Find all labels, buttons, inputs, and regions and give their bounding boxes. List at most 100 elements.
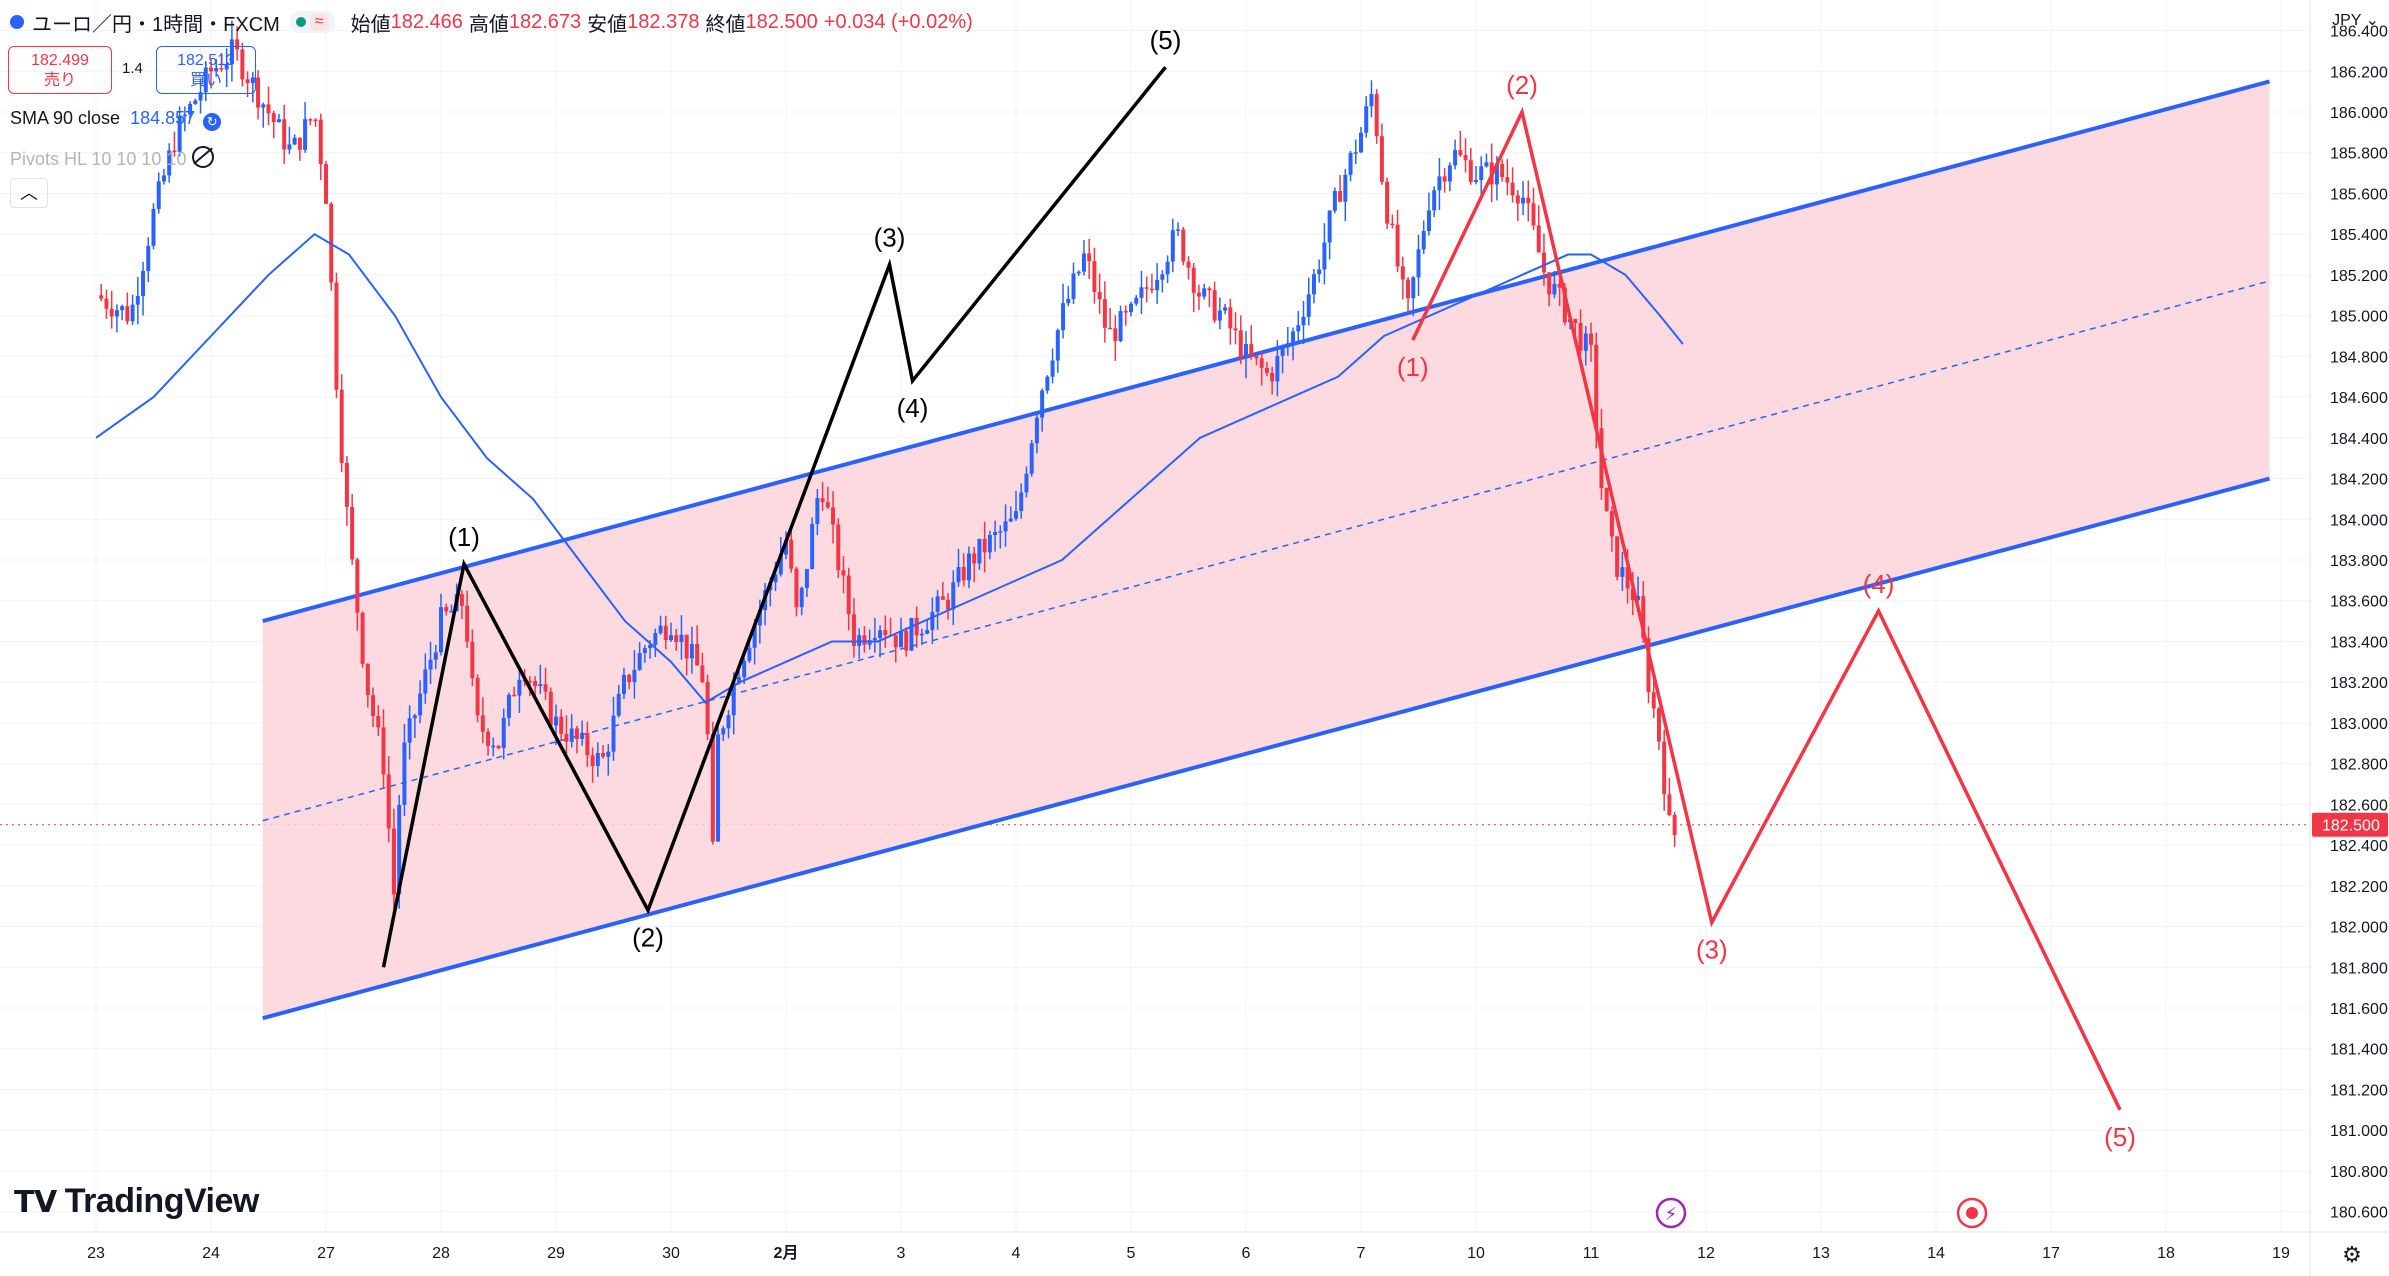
candle-body — [595, 753, 600, 767]
logo-text: TradingView — [64, 1182, 260, 1220]
buy-button[interactable]: 182.513 買い — [156, 46, 256, 94]
open-value: 182.466 — [390, 10, 463, 33]
candle-body — [716, 734, 721, 842]
candle-body — [229, 39, 234, 64]
candle-body — [1014, 511, 1018, 519]
candle-body — [386, 774, 391, 829]
candle-body — [899, 630, 903, 648]
candle-body — [1458, 150, 1463, 156]
candle-body — [109, 308, 114, 317]
refresh-icon[interactable]: ↻ — [203, 113, 222, 131]
candle-body — [486, 731, 491, 746]
symbol-flag-icon[interactable] — [10, 15, 24, 29]
candle-body — [1343, 174, 1348, 202]
market-status[interactable]: ≈ — [289, 11, 335, 33]
candle-body — [318, 119, 323, 165]
price-tick-label: 186.000 — [2330, 105, 2388, 122]
candle-body — [794, 568, 799, 608]
candle-body — [1155, 279, 1160, 291]
candle-body — [1024, 473, 1029, 493]
candle-body — [444, 607, 449, 612]
time-tick-label: 7 — [1357, 1245, 1366, 1262]
candle-body — [1139, 287, 1144, 298]
candle-body — [418, 693, 423, 716]
candle-body — [1474, 179, 1478, 182]
settings-gear-icon[interactable]: ⚙ — [2342, 1243, 2362, 1268]
spread-value: 1.4 — [122, 60, 143, 77]
candle-body — [391, 828, 396, 895]
symbol-title[interactable]: ユーロ／円・1時間・FXCM — [32, 13, 280, 36]
candle-body — [998, 531, 1003, 533]
candle-body — [637, 653, 642, 670]
price-tick-label: 182.400 — [2330, 838, 2388, 855]
candle-body — [1129, 303, 1133, 313]
candle-body — [182, 114, 187, 117]
candle-body — [371, 695, 376, 716]
time-tick-label: 28 — [432, 1245, 450, 1262]
candle-body — [1426, 210, 1431, 232]
price-tick-label: 186.200 — [2330, 64, 2388, 81]
candle-body — [141, 270, 146, 297]
candle-body — [1254, 355, 1259, 359]
candle-body — [846, 575, 851, 615]
candle-body — [261, 104, 266, 108]
candle-body — [747, 647, 752, 661]
candle-body — [548, 691, 553, 726]
sma-legend[interactable]: SMA 90 close 184.857 ↻ — [10, 108, 222, 131]
candle-body — [1217, 310, 1222, 321]
candle-body — [350, 506, 355, 560]
candle-body — [590, 755, 595, 767]
candle-body — [616, 694, 621, 716]
candle-body — [1338, 191, 1343, 202]
candle-body — [1484, 162, 1489, 167]
price-tick-label: 185.200 — [2330, 268, 2388, 285]
candle-body — [878, 630, 883, 639]
price-tick-label: 185.000 — [2330, 309, 2388, 326]
candle-body — [784, 539, 788, 555]
candle-body — [381, 727, 386, 775]
candle-body — [1244, 344, 1248, 359]
candle-body — [1061, 303, 1066, 331]
candle-body — [1442, 176, 1447, 182]
sell-button[interactable]: 182.499 売り — [8, 46, 112, 94]
candle-body — [914, 617, 919, 636]
price-tick-label: 183.800 — [2330, 553, 2388, 570]
wave-red-label: (5) — [2104, 1122, 2136, 1152]
collapse-legend-button[interactable]: ︿ — [10, 178, 48, 208]
candle-body — [1045, 376, 1050, 391]
eye-hidden-icon[interactable] — [192, 146, 215, 168]
price-tick-label: 181.800 — [2330, 960, 2388, 977]
candle-body — [1092, 261, 1097, 293]
candle-body — [961, 567, 966, 581]
candle-body — [1275, 355, 1280, 382]
chart-markers: ⚡⚙ — [1655, 1197, 2362, 1268]
candle-body — [1149, 288, 1154, 291]
candle-body — [1306, 294, 1311, 317]
economic-event-icon[interactable] — [1956, 1197, 1988, 1229]
wave-red-label: (1) — [1397, 352, 1429, 382]
lightning-event-icon[interactable] — [1655, 1197, 1687, 1229]
price-tick-label: 183.000 — [2330, 716, 2388, 733]
candle-body — [1348, 152, 1353, 175]
price-tick-label: 184.000 — [2330, 512, 2388, 529]
price-tick-label: 185.600 — [2330, 186, 2388, 203]
time-tick-label: 24 — [202, 1245, 220, 1262]
candle-body — [1233, 328, 1238, 331]
candle-body — [125, 306, 130, 322]
currency-selector[interactable]: JPY ⌄ — [2332, 10, 2379, 30]
candle-body — [946, 599, 951, 610]
pivots-legend[interactable]: Pivots HL 10 10 10 10 — [10, 146, 215, 170]
candle-body — [1055, 330, 1060, 361]
time-tick-label: 10 — [1467, 1245, 1485, 1262]
candle-body — [1385, 181, 1390, 224]
price-axis: 186.400 186.200 186.000 185.800 185.600 185.4… — [2309, 0, 2388, 1276]
change-value: +0.034 (+0.02%) — [823, 10, 973, 33]
time-tick-label: 5 — [1127, 1245, 1136, 1262]
candle-body — [1620, 567, 1625, 577]
candle-body — [658, 625, 663, 633]
candle-body — [867, 640, 872, 645]
last-price-label: 182.500 — [2322, 818, 2380, 835]
candle-body — [1494, 163, 1499, 185]
candle-body — [501, 717, 506, 749]
